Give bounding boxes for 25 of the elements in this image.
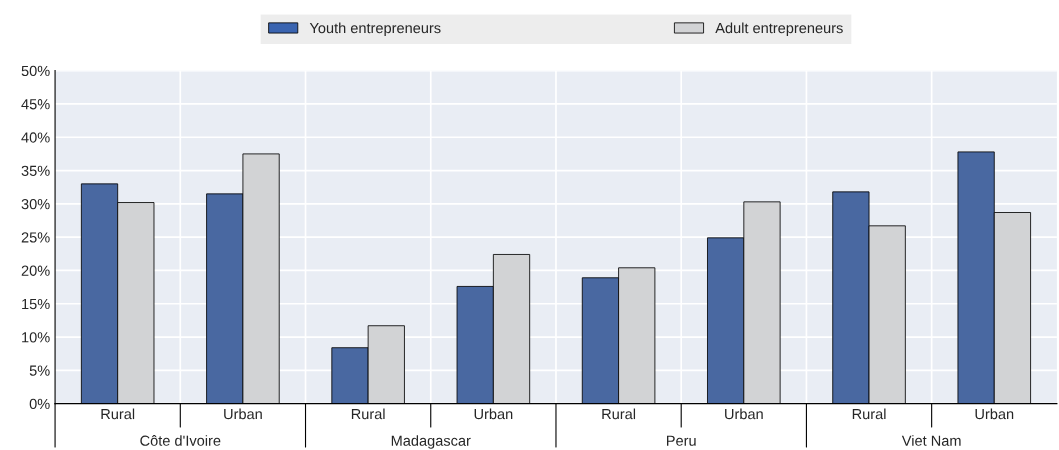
- y-tick-label: 0%: [29, 398, 50, 410]
- legend-label: Adult entrepreneurs: [715, 22, 843, 37]
- y-tick-label: 45%: [21, 99, 50, 110]
- x-tick-label: Rural: [101, 408, 135, 420]
- x-tick-label: Urban: [474, 408, 513, 420]
- y-tick-label: 20%: [21, 265, 50, 276]
- text: Viet Nam: [901, 435, 961, 446]
- x-tick-label: Urban: [224, 408, 262, 420]
- y-tick-label: 15%: [22, 298, 50, 310]
- y-tick-label: 40%: [21, 132, 50, 143]
- text: Madagascar: [391, 435, 471, 449]
- x-tick-label: Rural: [351, 408, 385, 420]
- x-tick-label: Urban: [975, 408, 1014, 420]
- y-tick-label: 25%: [21, 232, 50, 243]
- x-tick-label: Rural: [602, 408, 636, 420]
- legend-label: Youth entrepreneurs: [309, 22, 441, 37]
- x-tick-label: Rural: [852, 408, 886, 420]
- y-tick-label: 50%: [21, 65, 50, 77]
- y-tick-label: 5%: [29, 365, 50, 376]
- x-tick-label: Urban: [725, 408, 763, 420]
- y-tick-label: 35%: [21, 165, 50, 176]
- y-tick-label: 30%: [21, 198, 50, 210]
- y-tick-label: 10%: [22, 332, 50, 343]
- text: Peru: [667, 435, 696, 446]
- text: Côte d'Ivoire: [140, 435, 221, 446]
